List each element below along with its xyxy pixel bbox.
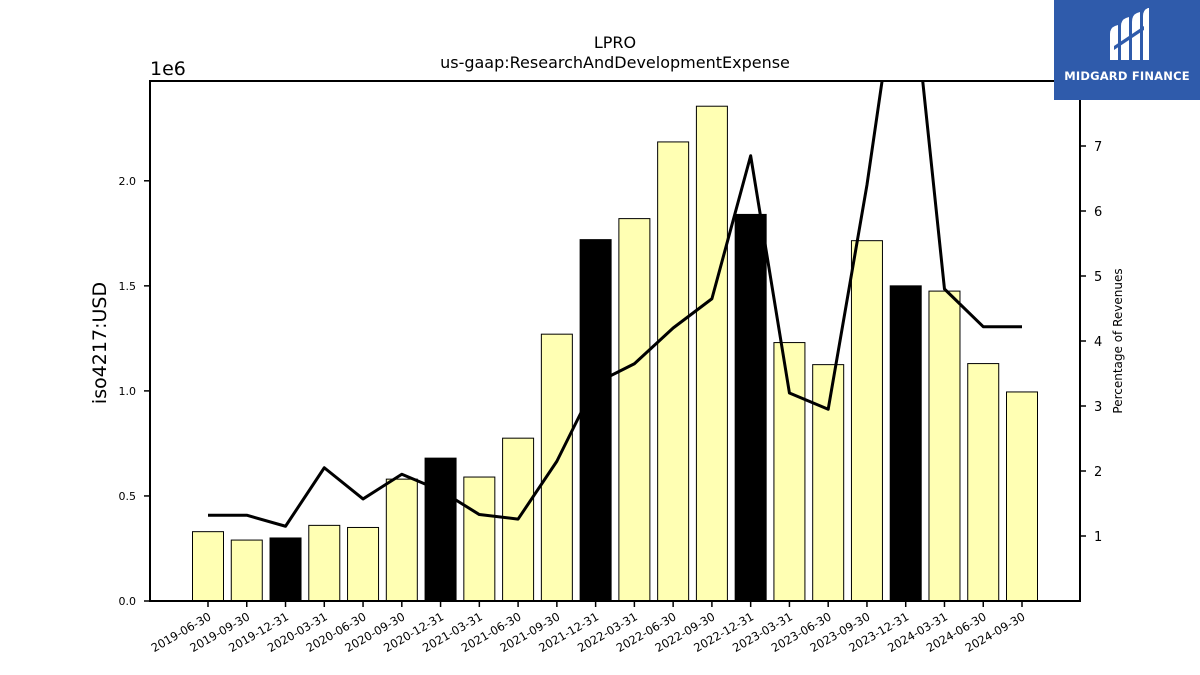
y-axis-label: iso4217:USD bbox=[89, 282, 111, 404]
bar-2019-09-30 bbox=[230, 539, 263, 602]
bar-2020-03-31 bbox=[308, 524, 341, 602]
logo-mark-icon bbox=[1110, 8, 1149, 60]
y2-tick-label: 4 bbox=[1094, 335, 1102, 350]
bar-2024-06-30 bbox=[967, 363, 1000, 602]
y2-tick-label: 6 bbox=[1094, 205, 1102, 220]
bar-2023-06-30 bbox=[812, 364, 845, 602]
y-tick-label: 0.0 bbox=[119, 595, 137, 608]
bar-2022-09-30 bbox=[695, 105, 728, 602]
bar-2020-06-30 bbox=[347, 526, 380, 602]
y-tick-label: 1.0 bbox=[119, 385, 137, 398]
y2-axis-label: Percentage of Revenues bbox=[1111, 268, 1125, 413]
bar-group bbox=[192, 105, 1038, 602]
bar-2022-03-31 bbox=[618, 218, 651, 602]
y2-tick-label: 2 bbox=[1094, 465, 1102, 480]
y2-tick-label: 7 bbox=[1094, 140, 1102, 155]
bar-2022-06-30 bbox=[657, 141, 690, 602]
chart-subtitle: us-gaap:ResearchAndDevelopmentExpense bbox=[440, 53, 790, 72]
bar-2021-12-31 bbox=[579, 239, 612, 602]
bar-2019-12-31 bbox=[269, 537, 302, 602]
y-tick-label: 0.5 bbox=[119, 490, 137, 503]
bar-2019-06-30 bbox=[192, 531, 224, 602]
y2-tick-label: 3 bbox=[1094, 400, 1102, 415]
y2-tick-label: 1 bbox=[1094, 530, 1102, 545]
chart-title: LPRO bbox=[594, 33, 636, 52]
bar-2024-09-30 bbox=[1006, 391, 1038, 602]
logo-text: MIDGARD FINANCE bbox=[1064, 69, 1190, 83]
bar-2023-09-30 bbox=[850, 240, 883, 602]
bar-2022-12-31 bbox=[734, 213, 767, 602]
bar-2020-09-30 bbox=[385, 478, 418, 602]
bar-2023-03-31 bbox=[773, 342, 806, 602]
midgard-finance-logo: MIDGARD FINANCE bbox=[1054, 0, 1200, 100]
bar-2021-09-30 bbox=[540, 333, 573, 602]
y2-tick-label: 5 bbox=[1094, 270, 1102, 285]
y-offset-label: 1e6 bbox=[150, 58, 186, 80]
bar-2024-03-31 bbox=[928, 290, 961, 602]
bar-2020-12-31 bbox=[424, 457, 457, 602]
y-tick-label: 1.5 bbox=[119, 280, 137, 293]
y-tick-label: 2.0 bbox=[119, 175, 137, 188]
line-group bbox=[208, 81, 1022, 528]
bar-2023-12-31 bbox=[889, 285, 922, 602]
bar-2021-03-31 bbox=[463, 476, 496, 602]
percentage-line bbox=[208, 81, 1022, 528]
